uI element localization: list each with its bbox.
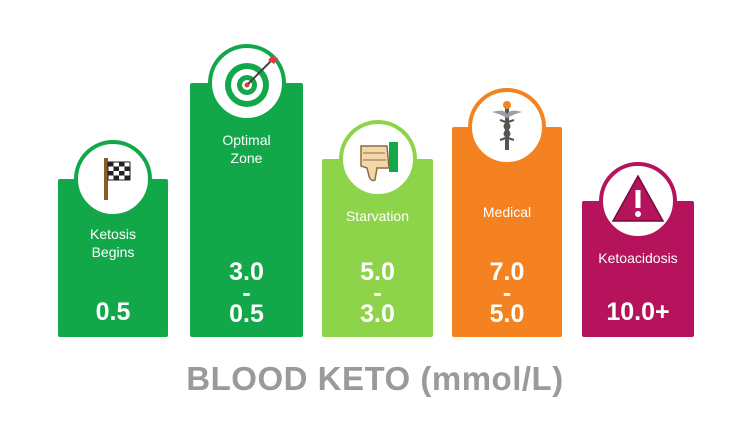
- target-arrow-icon: [224, 56, 278, 107]
- bar-icon-badge: [338, 120, 417, 198]
- category-label: Starvation: [345, 208, 410, 224]
- thumbs-down-icon: [359, 142, 398, 182]
- bar-icon-badge: [74, 140, 152, 218]
- caduceus-icon: [492, 101, 522, 150]
- category-label: Optimal Zone: [222, 132, 271, 166]
- bar-icon-badge: [468, 88, 546, 166]
- value-label: 7.0-5.0: [489, 258, 525, 328]
- value-label: 5.0-3.0: [360, 258, 395, 328]
- category-label: Ketoacidosis: [598, 250, 678, 266]
- category-label: Medical: [482, 204, 532, 220]
- bar-icon-badge: [599, 162, 677, 240]
- chart-bar: Optimal Zone 3.0-0.5: [190, 83, 303, 337]
- checkered-flag-icon: [104, 158, 131, 200]
- warning-triangle-icon: [611, 174, 665, 222]
- category-label: Ketosis Begins: [90, 226, 136, 260]
- bar-icon-badge: [207, 44, 286, 122]
- chart-title: BLOOD KETO (mmol/L): [186, 360, 564, 397]
- value-label: 3.0-0.5: [229, 258, 264, 328]
- value-label: 0.5: [95, 298, 131, 326]
- value-label: 10.0+: [606, 298, 670, 326]
